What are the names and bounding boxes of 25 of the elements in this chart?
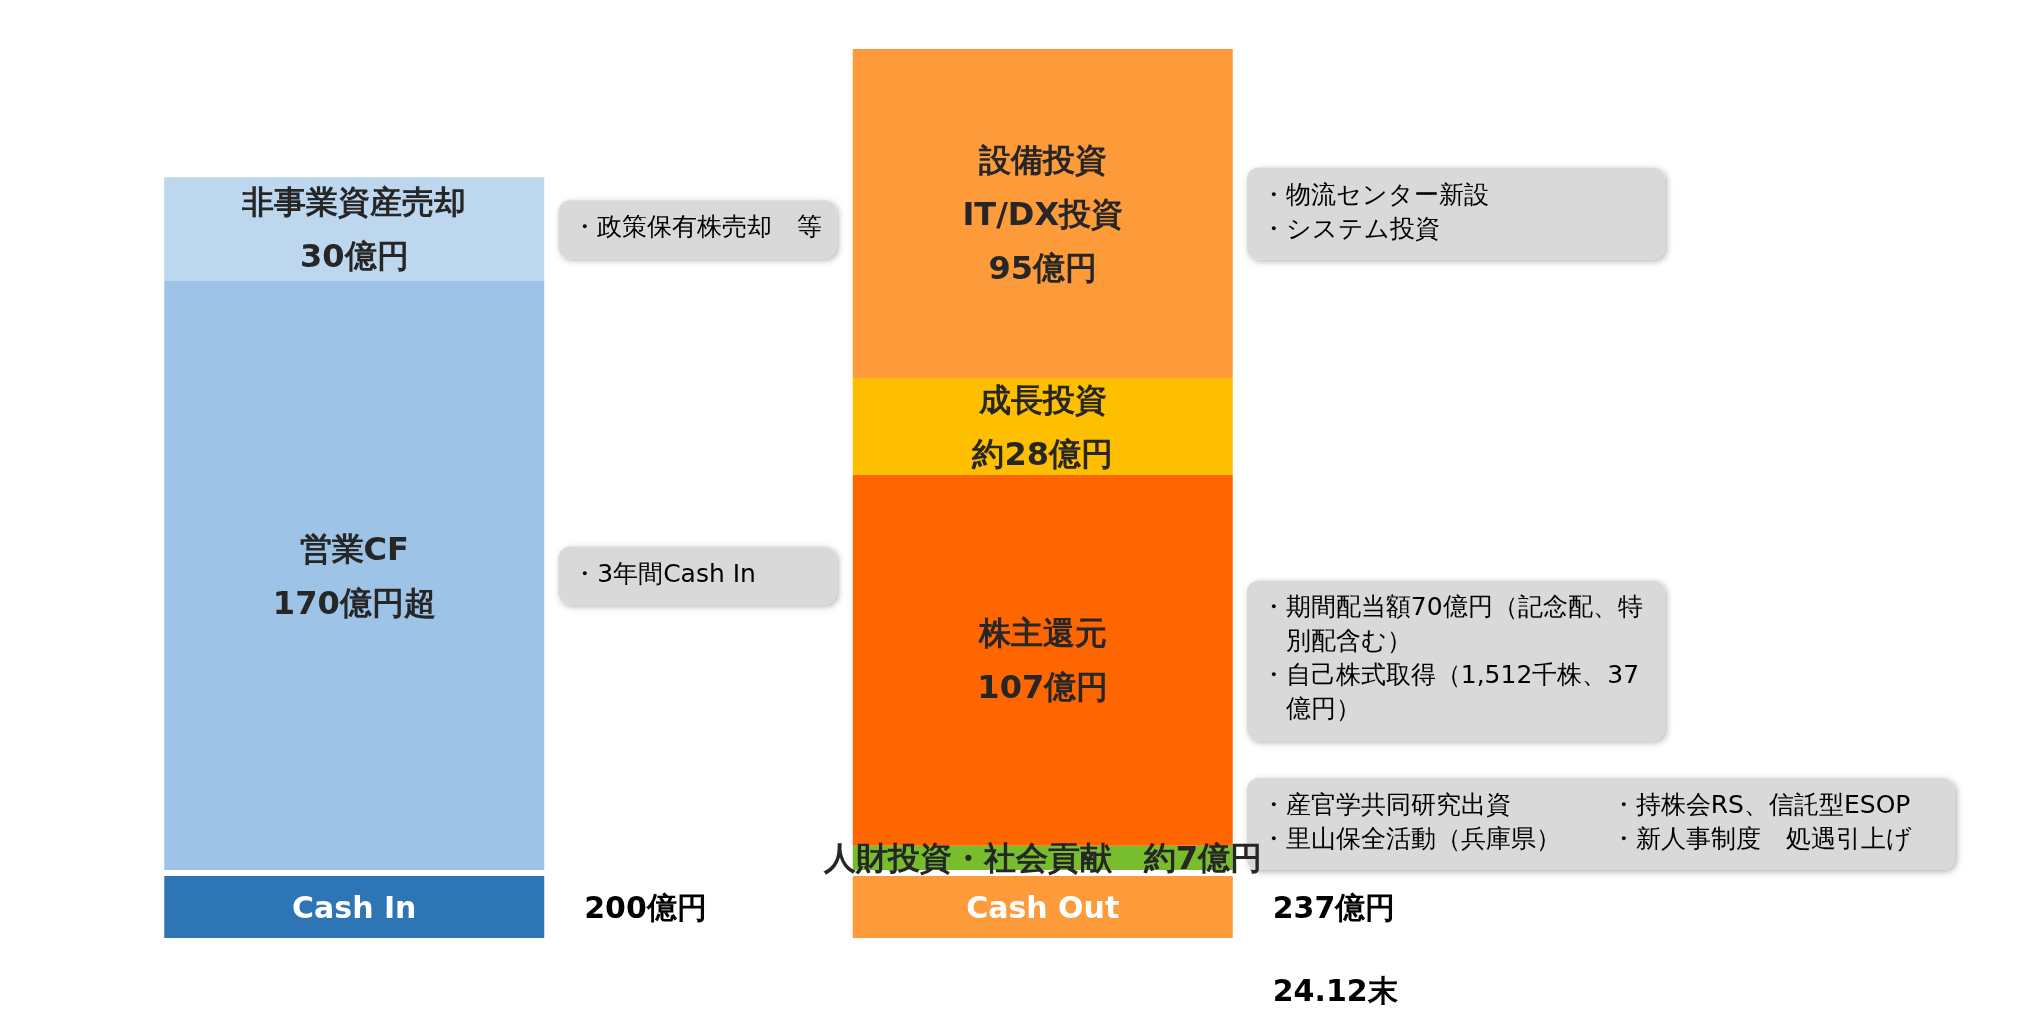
series-label: 設備投資 IT/DX投資 [962,140,1124,233]
text: 24.12末 [1272,972,1398,1008]
text: ・持株会RS、信託型ESOP [1610,790,1911,819]
total-label: 200億円 [584,889,707,925]
annotation: ・政策保有株売却 等 [572,212,823,242]
text: ・新人事制度 処遇引上げ [1610,824,1912,853]
data-label: 30億円 [299,237,409,276]
series-label: 非事業資産売却 [241,183,467,222]
data-label: 95億円 [988,248,1098,287]
data-label: 170億円超 [272,583,436,622]
data-label: 107億円 [977,668,1109,707]
annotation: ・自己株式取得（1,512千株、37億円） [1260,660,1640,724]
series-label: 営業CF [299,529,409,568]
annotation: ・物流センター新設 [1260,179,1489,209]
x-tick-label: Cash In [292,889,417,925]
annotation: ・システム投資 [1260,213,1440,243]
series-label: 株主還元 [977,614,1107,653]
data-label: 約28億円 [971,434,1114,473]
total-label: 237億円 [1272,889,1396,925]
annotation: ・期間配当額70億円（記念配、特別配含む） [1260,592,1643,656]
annotation: ・3年間Cash In [572,558,756,588]
x-tick-label: Cash Out [966,889,1120,925]
annotation: ・産官学共同研究出資 [1260,790,1511,819]
series-label: 成長投資 [977,380,1107,419]
annotation: ・里山保全活動（兵庫県） [1260,824,1561,853]
